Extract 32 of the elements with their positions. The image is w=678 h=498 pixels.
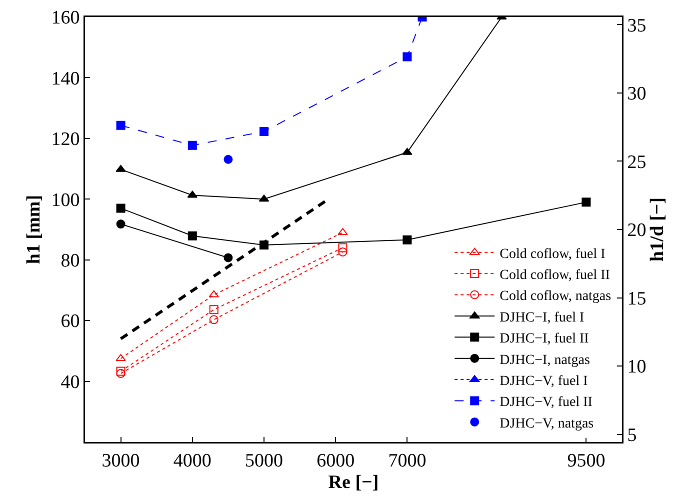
y2-axis-title: h1/d [−]: [646, 197, 668, 262]
y-tick-label: 160: [51, 8, 80, 29]
x-tick-label: 9500: [567, 450, 606, 472]
y2-tick-label: 30: [627, 84, 646, 105]
y-tick-label: 120: [51, 129, 80, 150]
y-tick-label: 60: [60, 311, 80, 332]
y2-tick-label: 5: [627, 425, 637, 446]
legend-label: DJHC−I, fuel I: [500, 310, 584, 326]
y-tick-label: 140: [51, 68, 80, 90]
y-tick-label: 40: [60, 372, 80, 393]
x-tick-label: 3000: [102, 450, 140, 472]
y2-tick-label: 10: [627, 356, 646, 378]
x-tick-label: 7000: [388, 450, 426, 472]
y2-tick-label: 25: [627, 152, 646, 173]
legend-label: DJHC−V, fuel II: [500, 395, 593, 410]
y-tick-label: 80: [60, 250, 80, 272]
legend-label: DJHC−V, natgas: [500, 416, 594, 432]
x-tick-label: 6000: [316, 450, 355, 472]
legend-label: Cold coflow, natgas: [500, 289, 612, 304]
x-tick-label: 5000: [245, 450, 283, 472]
y-axis-title: h1 [mm]: [23, 194, 44, 264]
x-axis-title: Re [−]: [328, 472, 379, 493]
legend-label: DJHC−I, natgas: [500, 352, 590, 368]
y2-tick-label: 20: [627, 220, 646, 242]
y-tick-label: 100: [51, 190, 80, 211]
y2-tick-label: 15: [627, 288, 646, 310]
legend-label: DJHC−V, fuel I: [500, 374, 588, 390]
x-tick-label: 4000: [173, 450, 212, 472]
legend-label: Cold coflow, fuel II: [500, 268, 610, 284]
legend-label: Cold coflow, fuel I: [500, 246, 606, 262]
legend-label: DJHC−I, fuel II: [500, 332, 590, 347]
y2-tick-label: 35: [627, 15, 646, 36]
